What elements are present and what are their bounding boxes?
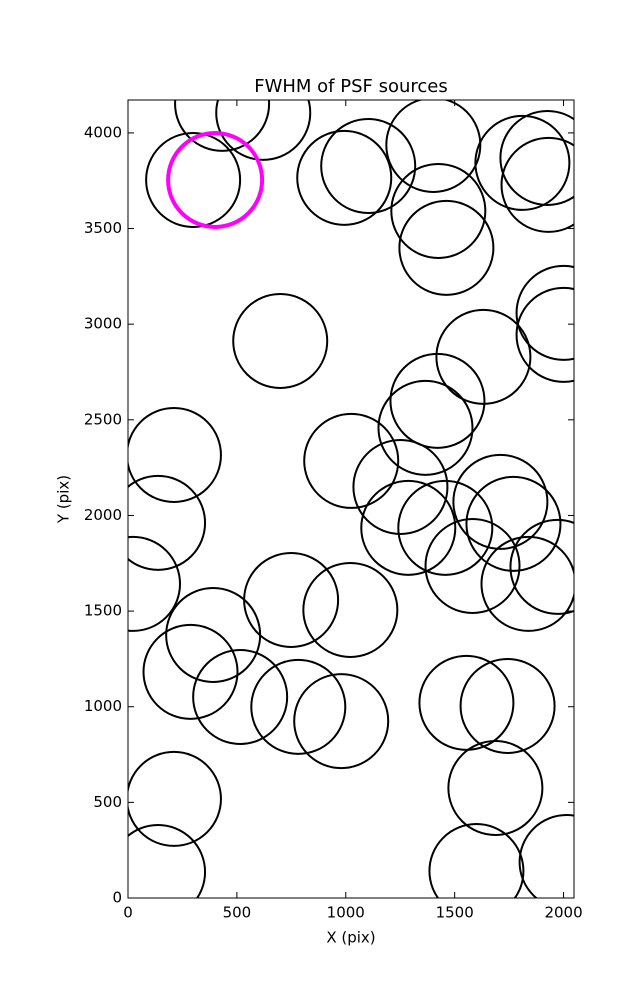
x-tick-label: 1000 [327,904,365,922]
psf-circle [128,474,207,571]
psf-circle [142,623,239,720]
psf-circle [398,199,495,296]
psf-circle [518,814,574,898]
psf-circle [296,129,393,226]
y-tick-label: 2500 [84,410,122,428]
psf-circle [452,453,549,550]
x-tick-label: 500 [223,904,252,922]
psf-circle [165,586,262,683]
psf-circle [385,100,482,193]
psf-circle [145,131,242,228]
psf-circle [303,412,400,509]
axes-frame [127,99,575,899]
psf-circle [128,407,222,503]
psf-circle [499,109,574,206]
x-tick-label: 0 [123,904,133,922]
y-tick-label: 2000 [84,506,122,524]
psf-circle [389,352,486,449]
psf-circle [302,561,399,658]
psf-circle [377,379,474,476]
y-tick-label: 3000 [84,315,122,333]
psf-circle [459,657,556,754]
psf-circle [465,475,562,572]
psf-circle [166,130,265,229]
plot-area [128,100,574,898]
psf-circle [352,438,449,535]
psf-circle [500,136,574,233]
psf-circle [215,100,312,161]
psf-circle [447,740,544,837]
psf-circle [250,658,347,755]
psf-circle [320,117,417,214]
psf-circle [480,535,574,632]
psf-circle [174,100,271,152]
psf-circle [360,479,457,576]
y-tick-label: 1500 [84,602,122,620]
psf-circle [128,750,222,847]
psf-circle [192,648,289,745]
y-tick-label: 3500 [84,219,122,237]
psf-circle [128,535,181,632]
psf-circle [428,823,525,898]
psf-circle [424,517,521,614]
psf-circle [397,479,494,576]
y-tick-label: 4000 [84,123,122,141]
psf-circle [515,264,574,361]
psf-circle [128,824,207,898]
chart-title: FWHM of PSF sources [254,76,448,97]
x-tick-label: 1500 [436,904,474,922]
psf-circle [474,114,571,211]
y-axis-label: Y (pix) [55,475,73,524]
x-axis-label: X (pix) [326,929,375,947]
y-tick-label: 500 [93,793,122,811]
psf-circle [390,162,487,259]
psf-circle [232,293,329,390]
psf-circle [509,518,574,615]
y-tick-label: 1000 [84,697,122,715]
y-tick-label: 0 [112,889,122,907]
psf-circle [293,673,390,770]
x-tick-label: 2000 [544,904,582,922]
psf-circle [515,286,574,383]
